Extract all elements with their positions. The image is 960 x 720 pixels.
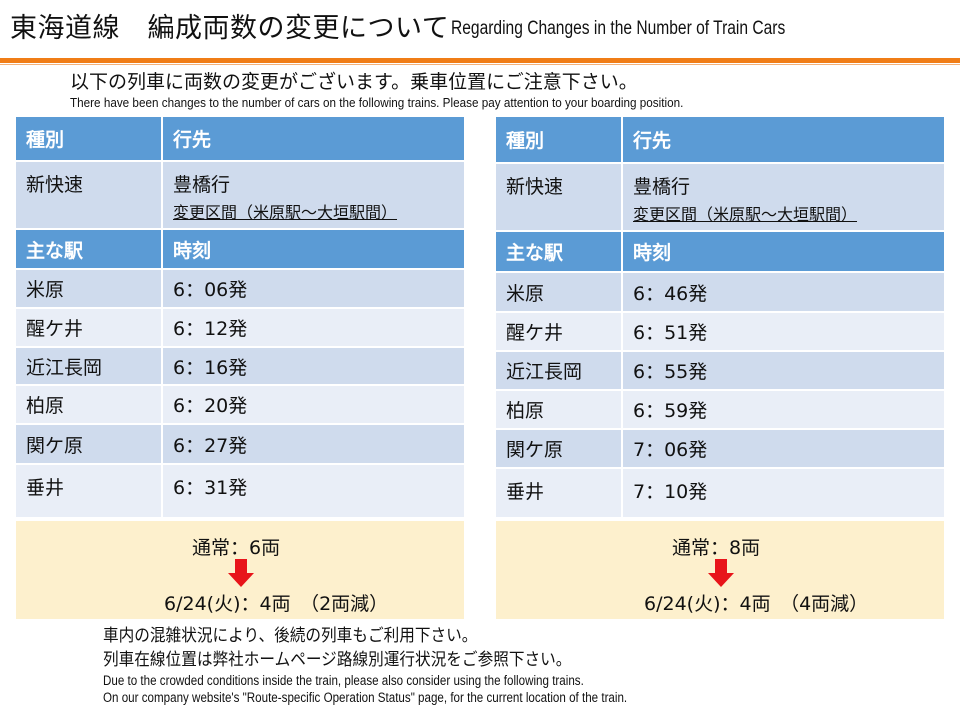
notice-english: There have been changes to the number of… — [70, 95, 684, 110]
stop-time: 6：55発 — [633, 361, 708, 383]
page-title: 東海道線 編成両数の変更について Regarding Changes in the… — [10, 6, 955, 52]
stop-row: 米原 6：46発 — [496, 273, 944, 313]
header-row-station: 主な駅 時刻 — [496, 232, 944, 273]
changed-section: 変更区間（米原駅～大垣駅間） — [173, 203, 398, 222]
header-time: 時刻 — [633, 242, 672, 264]
footer-en-line-2: On our company website's "Route-specific… — [103, 690, 628, 705]
stop-time: 6：51発 — [633, 322, 708, 344]
changed-section: 変更区間（米原駅～大垣駅間） — [633, 205, 858, 224]
train-destination-cell: 豊橋行 変更区間（米原駅～大垣駅間） — [163, 162, 464, 228]
stop-time: 6：20発 — [173, 395, 248, 417]
stop-time: 6：46発 — [633, 282, 708, 305]
notice-japanese: 以下の列車に両数の変更がございます。乗車位置にご注意下さい。 — [70, 71, 638, 93]
new-cars: 6/24(火)：4両 （4両減） — [644, 593, 869, 615]
stop-station: 近江長岡 — [496, 352, 623, 389]
down-arrow-icon — [228, 559, 254, 587]
stop-station: 関ケ原 — [16, 425, 163, 463]
header-row-type: 種別 行先 — [16, 117, 464, 162]
stop-time: 6：12発 — [173, 318, 248, 340]
train-info-row: 新快速 豊橋行 変更区間（米原駅～大垣駅間） — [496, 164, 944, 232]
car-change-box: 通常：6両 6/24(火)：4両 （2両減） — [16, 521, 464, 619]
stop-station: 垂井 — [496, 469, 623, 517]
stop-time: 6：06発 — [173, 279, 248, 301]
stop-time: 7：06発 — [633, 439, 708, 461]
stop-station: 柏原 — [496, 391, 623, 428]
stop-station: 近江長岡 — [16, 348, 163, 384]
train-panel-1: 種別 行先 新快速 豊橋行 変更区間（米原駅～大垣駅間） 主な駅 時刻 米原 6… — [16, 117, 464, 619]
stop-row: 米原 6：06発 — [16, 270, 464, 309]
stop-row: 醒ケ井 6：12発 — [16, 309, 464, 348]
down-arrow-icon — [708, 559, 734, 587]
stop-time: 6：27発 — [173, 434, 248, 457]
header-type: 種別 — [496, 117, 623, 162]
stop-time: 6：59発 — [633, 400, 708, 422]
header-time: 時刻 — [173, 239, 212, 262]
header-row-station: 主な駅 時刻 — [16, 230, 464, 270]
footer-notes: 車内の混雑状況により、後続の列車もご利用下さい。 列車在線位置は弊社ホームページ… — [103, 624, 712, 706]
stop-station: 柏原 — [16, 386, 163, 423]
stop-station: 米原 — [496, 273, 623, 311]
train-destination-cell: 豊橋行 変更区間（米原駅～大垣駅間） — [623, 164, 944, 230]
stop-station: 米原 — [16, 270, 163, 307]
car-change-box: 通常：8両 6/24(火)：4両 （4両減） — [496, 521, 944, 619]
header-station: 主な駅 — [496, 232, 623, 271]
stop-station: 垂井 — [16, 465, 163, 517]
header-destination: 行先 — [633, 130, 672, 152]
stop-row: 柏原 6：59発 — [496, 391, 944, 430]
header-type: 種別 — [16, 117, 163, 160]
orange-divider — [0, 58, 960, 63]
stop-station: 醒ケ井 — [496, 313, 623, 350]
header-row-type: 種別 行先 — [496, 117, 944, 164]
orange-divider-thin — [0, 64, 960, 65]
footer-jp-line-2: 列車在線位置は弊社ホームページ路線別運行状況をご参照下さい。 — [103, 650, 572, 670]
stop-row: 垂井 6：31発 — [16, 465, 464, 517]
train-panel-2: 種別 行先 新快速 豊橋行 変更区間（米原駅～大垣駅間） 主な駅 時刻 米原 6… — [496, 117, 944, 619]
normal-cars: 通常：6両 — [192, 537, 281, 559]
normal-cars: 通常：8両 — [672, 537, 761, 559]
stop-row: 近江長岡 6：55発 — [496, 352, 944, 391]
stop-station: 関ケ原 — [496, 430, 623, 467]
stop-row: 醒ケ井 6：51発 — [496, 313, 944, 352]
new-cars: 6/24(火)：4両 （2両減） — [164, 593, 389, 615]
train-type: 新快速 — [16, 162, 163, 228]
stop-row: 近江長岡 6：16発 — [16, 348, 464, 386]
stop-row: 関ケ原 6：27発 — [16, 425, 464, 465]
train-info-row: 新快速 豊橋行 変更区間（米原駅～大垣駅間） — [16, 162, 464, 230]
stop-row: 柏原 6：20発 — [16, 386, 464, 425]
stop-row: 垂井 7：10発 — [496, 469, 944, 517]
stop-time: 6：31発 — [173, 477, 248, 499]
train-destination: 豊橋行 — [173, 174, 231, 196]
title-english: Regarding Changes in the Number of Train… — [451, 18, 786, 39]
header-destination: 行先 — [173, 129, 212, 151]
stop-time: 7：10発 — [633, 481, 708, 503]
footer-en-line-1: Due to the crowded conditions inside the… — [103, 673, 584, 688]
footer-jp-line-1: 車内の混雑状況により、後続の列車もご利用下さい。 — [103, 626, 478, 646]
train-destination: 豊橋行 — [633, 176, 691, 198]
stop-time: 6：16発 — [173, 356, 248, 379]
stop-station: 醒ケ井 — [16, 309, 163, 346]
train-type: 新快速 — [496, 164, 623, 230]
stop-row: 関ケ原 7：06発 — [496, 430, 944, 469]
title-japanese: 東海道線 編成両数の変更について — [10, 13, 450, 44]
header-station: 主な駅 — [16, 230, 163, 268]
